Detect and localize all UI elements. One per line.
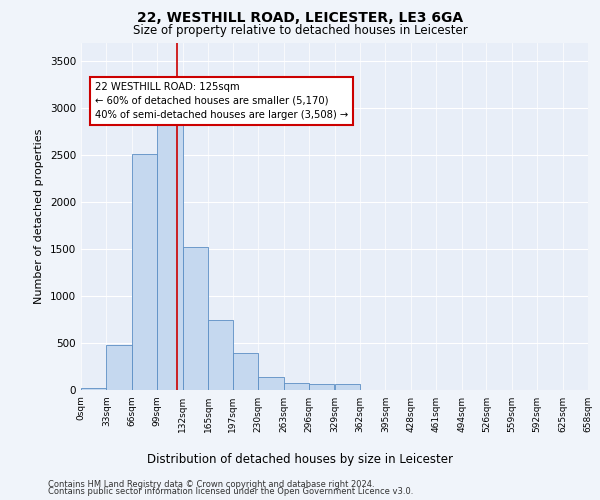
Bar — [208, 320, 233, 390]
Bar — [284, 383, 309, 390]
Bar — [81, 388, 106, 390]
Text: Size of property relative to detached houses in Leicester: Size of property relative to detached ho… — [133, 24, 467, 37]
Text: Contains HM Land Registry data © Crown copyright and database right 2024.: Contains HM Land Registry data © Crown c… — [48, 480, 374, 489]
Y-axis label: Number of detached properties: Number of detached properties — [34, 128, 44, 304]
Bar — [335, 384, 360, 390]
Bar — [233, 354, 258, 390]
Text: Distribution of detached houses by size in Leicester: Distribution of detached houses by size … — [147, 453, 453, 466]
Bar — [183, 247, 208, 390]
Bar — [157, 125, 183, 390]
Bar — [106, 345, 132, 390]
Bar — [309, 384, 335, 390]
Bar — [258, 377, 284, 390]
Bar — [132, 154, 157, 390]
Text: 22 WESTHILL ROAD: 125sqm
← 60% of detached houses are smaller (5,170)
40% of sem: 22 WESTHILL ROAD: 125sqm ← 60% of detach… — [95, 82, 348, 120]
Text: Contains public sector information licensed under the Open Government Licence v3: Contains public sector information licen… — [48, 488, 413, 496]
Text: 22, WESTHILL ROAD, LEICESTER, LE3 6GA: 22, WESTHILL ROAD, LEICESTER, LE3 6GA — [137, 11, 463, 25]
